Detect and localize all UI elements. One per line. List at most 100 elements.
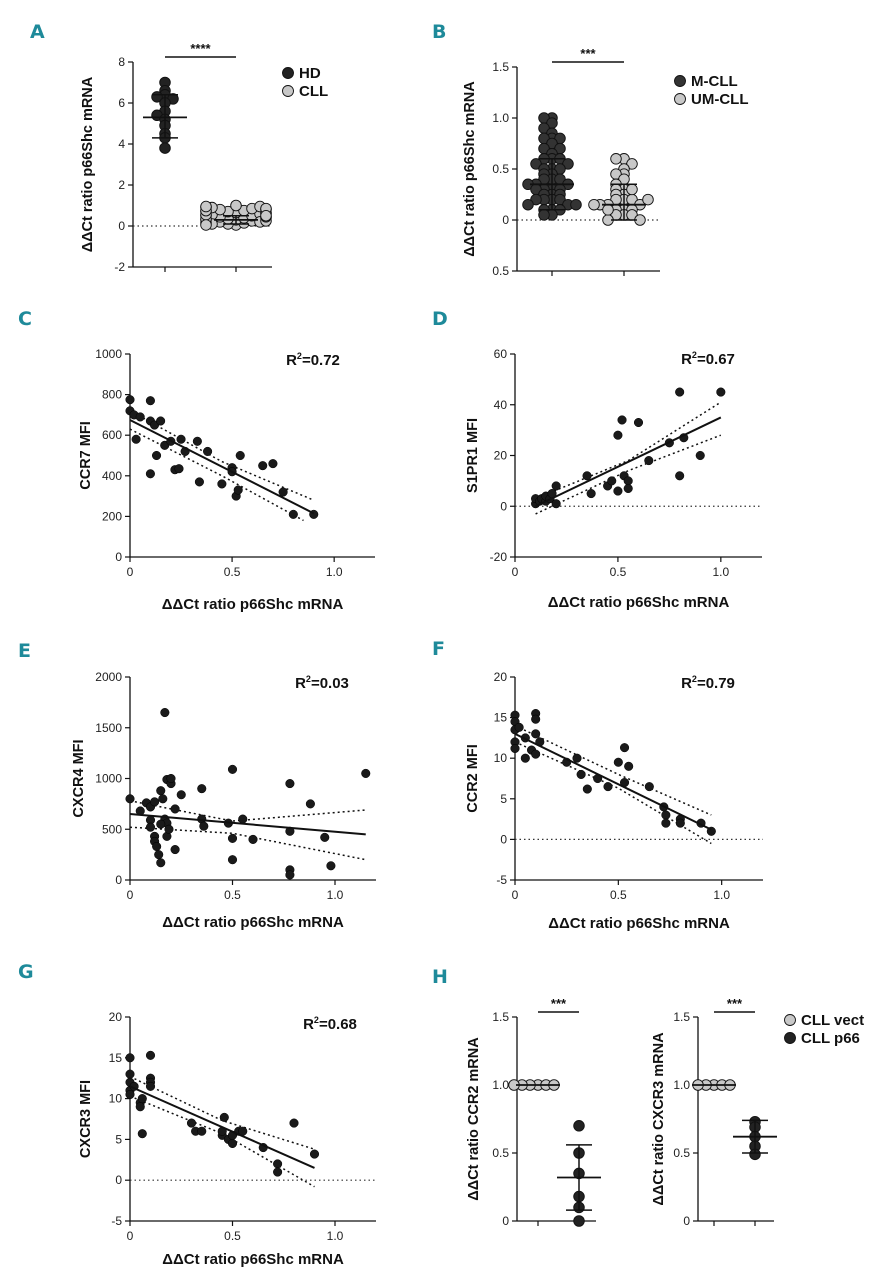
data-point (174, 464, 184, 474)
y-tick-label: 2 (118, 178, 125, 192)
data-point (145, 396, 155, 406)
data-point (586, 489, 596, 499)
significance-stars: **** (190, 41, 211, 56)
y-tick-label: 2000 (95, 670, 122, 684)
r-squared-letter: R (303, 1016, 314, 1033)
data-point (170, 804, 180, 814)
panel-b: B 0.5 0 0.5 1.0 1.5 ΔΔCt ratio p66Shc mRNA *** M… (432, 21, 748, 278)
r-squared-superscript: 2 (306, 674, 311, 684)
y-tick-label: 0 (118, 219, 125, 233)
data-point (633, 417, 644, 428)
y-tick-label: 1.0 (492, 1078, 509, 1092)
data-point (623, 476, 633, 486)
x-axis-title: ΔΔCt ratio p66Shc mRNA (548, 915, 730, 932)
r-squared-superscript: 2 (314, 1015, 319, 1025)
x-axis-title: ΔΔCt ratio p66Shc mRNA (548, 594, 730, 611)
legend-marker (784, 1014, 796, 1026)
data-point (233, 485, 243, 495)
x-tick-label: 0 (127, 888, 134, 902)
data-point-m-cll (570, 198, 582, 211)
data-point (675, 818, 685, 828)
data-point-m-cll (530, 158, 542, 170)
data-point (227, 1138, 238, 1149)
data-point (176, 790, 186, 800)
data-point (320, 832, 330, 842)
y-tick-label: 0 (115, 1173, 122, 1187)
panel-label: B (432, 21, 446, 43)
y-tick-label: 6 (118, 96, 125, 110)
data-point (217, 479, 227, 489)
data-point (227, 855, 238, 865)
data-point (125, 395, 135, 405)
x-tick-label: 1.0 (712, 565, 729, 579)
x-tick-label: 0 (512, 565, 519, 579)
data-point-m-cll (522, 198, 534, 211)
y-tick-label: 0 (683, 1214, 690, 1228)
data-point (326, 861, 336, 871)
x-tick-label: 0 (512, 888, 519, 902)
data-point (160, 707, 170, 718)
data-point (520, 753, 530, 763)
data-point (624, 761, 634, 771)
data-point (152, 841, 162, 852)
legend-label: UM-CLL (691, 91, 748, 108)
legend-label: CLL (299, 83, 328, 100)
data-point (582, 471, 592, 481)
data-point (227, 764, 238, 774)
y-tick-label: 1.5 (673, 1010, 690, 1024)
ci-lower-line (129, 428, 304, 522)
ci-upper-line (129, 1075, 315, 1150)
r-squared-letter: R (286, 352, 297, 369)
y-axis-title: ΔΔCt ratio CCR2 mRNA (466, 1037, 482, 1201)
data-point-cll-p66 (573, 1215, 585, 1227)
y-tick-label: 500 (102, 822, 122, 836)
r-squared-superscript: 2 (692, 674, 697, 684)
r-squared-value: =0.68 (319, 1016, 357, 1033)
data-point (131, 434, 141, 444)
y-tick-label: 40 (494, 398, 508, 412)
ci-upper-line (514, 725, 712, 816)
data-point (582, 784, 592, 794)
data-point (145, 1050, 156, 1060)
x-tick-label: 0.5 (224, 1229, 241, 1243)
data-point (623, 483, 633, 494)
data-point (305, 799, 315, 809)
y-tick-label: 0 (115, 550, 122, 564)
data-point (145, 1081, 156, 1091)
panel-label: A (30, 21, 45, 43)
data-point (164, 824, 174, 834)
regression-line (129, 419, 315, 515)
significance-stars: *** (727, 996, 743, 1011)
data-point (644, 456, 654, 466)
data-point (619, 743, 630, 753)
data-point (135, 412, 145, 422)
legend-marker (282, 85, 294, 97)
data-point-um-cll (642, 193, 654, 206)
x-tick-label: 0 (127, 565, 134, 579)
ci-upper-line (129, 410, 315, 501)
data-point (613, 430, 623, 440)
x-tick-label: 0.5 (610, 888, 627, 902)
regression-line (514, 732, 712, 831)
y-tick-label: 0.5 (492, 162, 509, 176)
legend-marker (784, 1032, 796, 1044)
x-tick-label: 1.0 (713, 888, 730, 902)
legend-marker (674, 75, 686, 87)
legend-marker (282, 67, 294, 79)
r-squared-letter: R (681, 675, 692, 692)
r-squared-superscript: 2 (692, 350, 697, 360)
legend-label: CLL vect (801, 1012, 864, 1029)
data-point (531, 749, 541, 759)
x-tick-label: 1.0 (327, 1229, 344, 1243)
data-point (695, 450, 705, 461)
y-tick-label: 5 (500, 792, 507, 806)
y-tick-label: 400 (102, 469, 122, 483)
y-tick-label: 800 (102, 388, 122, 402)
data-point (166, 773, 176, 784)
y-tick-label: 20 (109, 1010, 123, 1024)
x-tick-label: 0.5 (224, 888, 241, 902)
r-squared-letter: R (681, 351, 692, 368)
r-squared-label: R2=0.68 (303, 1015, 357, 1033)
panel-f: F -5 0 5 10 15 20 CCR2 MFI 0 0.5 1.0 ΔΔCt ratio p66… (432, 638, 763, 932)
